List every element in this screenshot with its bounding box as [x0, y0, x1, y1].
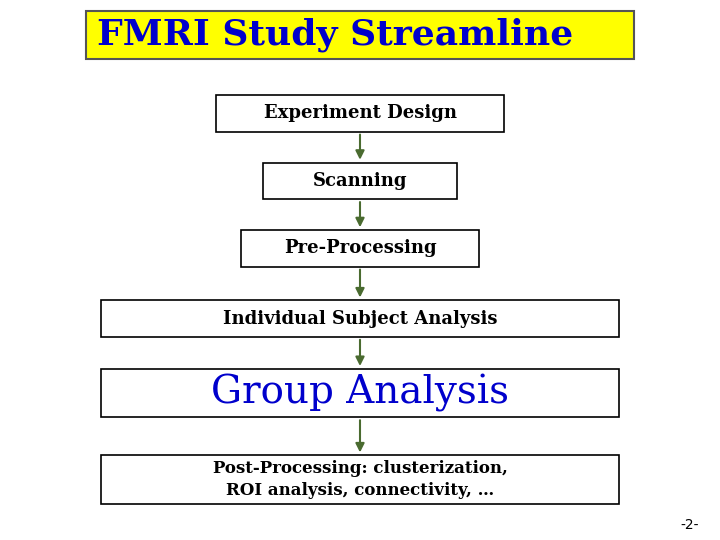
Text: Experiment Design: Experiment Design: [264, 104, 456, 123]
Text: -2-: -2-: [680, 518, 698, 532]
Text: Group Analysis: Group Analysis: [211, 374, 509, 412]
Text: FMRI Study Streamline: FMRI Study Streamline: [97, 18, 573, 52]
FancyBboxPatch shape: [101, 455, 619, 504]
FancyBboxPatch shape: [86, 11, 634, 59]
Text: Individual Subject Analysis: Individual Subject Analysis: [222, 309, 498, 328]
FancyBboxPatch shape: [216, 95, 504, 132]
FancyBboxPatch shape: [101, 369, 619, 417]
FancyBboxPatch shape: [241, 230, 479, 267]
FancyBboxPatch shape: [101, 300, 619, 337]
FancyBboxPatch shape: [263, 163, 457, 199]
Text: Scanning: Scanning: [312, 172, 408, 190]
Text: Pre-Processing: Pre-Processing: [284, 239, 436, 258]
Text: Post-Processing: clusterization,
ROI analysis, connectivity, …: Post-Processing: clusterization, ROI ana…: [212, 460, 508, 499]
